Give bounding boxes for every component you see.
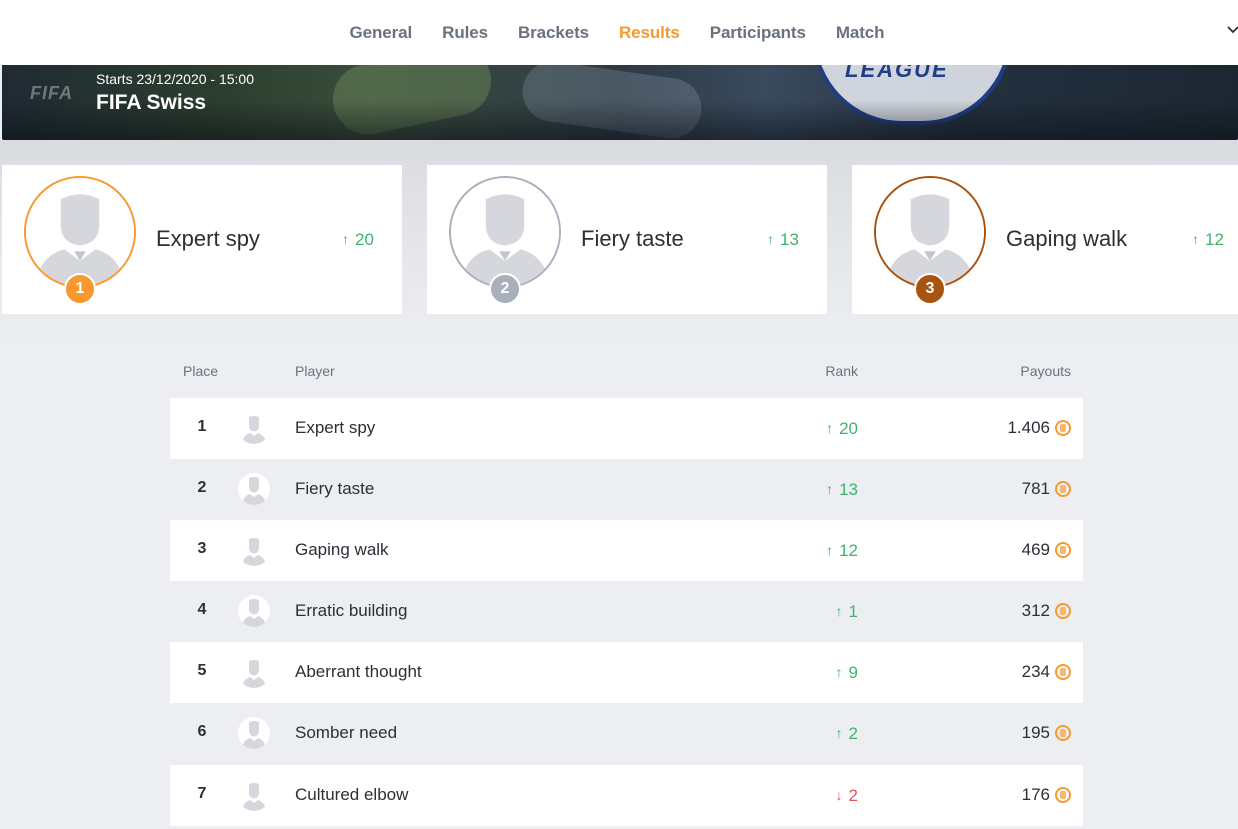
user-silhouette-icon: [238, 656, 270, 688]
podium-card-third[interactable]: 3 Gaping walk ↑ 12: [852, 165, 1238, 314]
rank-change: ↑ 13: [767, 230, 799, 249]
avatar: [449, 176, 561, 288]
arrow-up-icon: ↑: [342, 231, 349, 247]
row-payout: 469: [1022, 540, 1071, 560]
coin-icon: [1055, 420, 1071, 436]
row-payout: 781: [1022, 479, 1071, 499]
player-name: Expert spy: [156, 226, 260, 251]
place-badge: 3: [914, 273, 946, 305]
avatar: [874, 176, 986, 288]
row-rank-change: ↓ 2: [835, 786, 858, 805]
table-row[interactable]: 1 Expert spy ↑ 20 1.406: [170, 398, 1083, 459]
arrow-up-icon: ↑: [826, 420, 834, 436]
row-player-name[interactable]: Expert spy: [295, 418, 376, 437]
nav-item-rules[interactable]: Rules: [442, 22, 488, 42]
row-place: 2: [197, 479, 207, 496]
hero-background-shape: [518, 65, 706, 140]
hero-background-shape: [326, 65, 498, 140]
arrow-up-icon: ↑: [826, 481, 834, 497]
arrow-up-icon: ↑: [767, 231, 774, 247]
results-table: Place Player Rank Payouts 1 Expert spy ↑…: [170, 345, 1083, 829]
table-header: Place Player Rank Payouts: [170, 345, 1083, 398]
nav-item-participants[interactable]: Participants: [709, 22, 806, 42]
column-header-rank[interactable]: Rank: [825, 363, 858, 379]
place-badge: 2: [489, 273, 521, 305]
podium-card-second[interactable]: 2 Fiery taste ↑ 13: [427, 165, 827, 314]
row-payout: 176: [1022, 785, 1071, 805]
user-silhouette-icon: [238, 412, 270, 444]
user-silhouette-icon: [238, 534, 270, 566]
arrow-up-icon: ↑: [826, 542, 834, 558]
row-place: 1: [197, 418, 207, 435]
row-rank-change: ↑ 9: [835, 663, 858, 682]
row-payout: 312: [1022, 601, 1071, 621]
row-rank-change: ↑ 20: [826, 419, 858, 438]
column-header-place[interactable]: Place: [183, 363, 219, 379]
coin-icon: [1055, 664, 1071, 680]
top-nav: General Rules Brackets Results Participa…: [0, 0, 1238, 65]
table-row[interactable]: 3 Gaping walk ↑ 12 469: [170, 520, 1083, 581]
nav-item-general[interactable]: General: [349, 22, 413, 42]
row-player-name[interactable]: Gaping walk: [295, 540, 389, 559]
row-place: 6: [197, 723, 207, 740]
table-row[interactable]: 6 Somber need ↑ 2 195: [170, 703, 1083, 764]
row-place: 5: [197, 662, 207, 679]
table-row[interactable]: 5 Aberrant thought ↑ 9 234: [170, 642, 1083, 703]
user-silhouette-icon: [238, 473, 270, 505]
arrow-up-icon: ↑: [835, 725, 843, 741]
row-rank-change: ↑ 1: [835, 602, 858, 621]
column-header-player[interactable]: Player: [295, 363, 335, 379]
user-silhouette-icon: [451, 178, 559, 286]
user-silhouette-icon: [238, 717, 270, 749]
arrow-up-icon: ↑: [1192, 231, 1199, 247]
row-payout: 195: [1022, 723, 1071, 743]
chevron-down-icon[interactable]: [1226, 22, 1238, 38]
rank-change: ↑ 12: [1192, 230, 1224, 249]
player-name: Fiery taste: [581, 226, 684, 251]
rank-change: ↑ 20: [342, 230, 374, 249]
row-rank-change: ↑ 2: [835, 724, 858, 743]
row-player-name[interactable]: Somber need: [295, 723, 398, 742]
podium-card-first[interactable]: 1 Expert spy ↑ 20: [2, 165, 402, 314]
column-header-payouts[interactable]: Payouts: [1020, 363, 1071, 379]
user-silhouette-icon: [238, 595, 270, 627]
place-badge: 1: [64, 273, 96, 305]
row-place: 4: [197, 601, 207, 618]
arrow-up-icon: ↑: [835, 603, 843, 619]
row-rank-change: ↑ 12: [826, 541, 858, 560]
league-badge-text: LEAGUE: [845, 65, 949, 82]
nav-item-results[interactable]: Results: [618, 22, 680, 42]
row-player-name[interactable]: Aberrant thought: [295, 662, 422, 681]
table-row[interactable]: 2 Fiery taste ↑ 13 781: [170, 459, 1083, 520]
row-place: 7: [197, 785, 207, 802]
arrow-up-icon: ↑: [835, 664, 843, 680]
table-row[interactable]: 4 Erratic building ↑ 1 312: [170, 581, 1083, 642]
coin-icon: [1055, 603, 1071, 619]
row-place: 3: [197, 540, 207, 557]
tournament-hero: LEAGUE FIFA Starts 23/12/2020 - 15:00 FI…: [2, 65, 1238, 140]
nav-menu: General Rules Brackets Results Participa…: [350, 23, 885, 43]
table-row[interactable]: 7 Cultured elbow ↓ 2 176: [170, 765, 1083, 826]
row-rank-change: ↑ 13: [826, 480, 858, 499]
nav-item-match[interactable]: Match: [835, 22, 885, 42]
row-player-name[interactable]: Fiery taste: [295, 479, 375, 498]
coin-icon: [1055, 787, 1071, 803]
tournament-start-time: Starts 23/12/2020 - 15:00: [96, 71, 254, 87]
tournament-title: FIFA Swiss: [96, 91, 207, 114]
fifa-logo: FIFA: [30, 83, 73, 103]
nav-item-brackets[interactable]: Brackets: [517, 22, 589, 42]
user-silhouette-icon: [876, 178, 984, 286]
player-name: Gaping walk: [1006, 226, 1128, 251]
coin-icon: [1055, 542, 1071, 558]
row-payout: 1.406: [1007, 418, 1071, 438]
user-silhouette-icon: [238, 779, 270, 811]
coin-icon: [1055, 481, 1071, 497]
user-silhouette-icon: [26, 178, 134, 286]
coin-icon: [1055, 725, 1071, 741]
row-player-name[interactable]: Erratic building: [295, 601, 408, 620]
avatar: [24, 176, 136, 288]
arrow-down-icon: ↓: [835, 787, 843, 803]
row-player-name[interactable]: Cultured elbow: [295, 785, 409, 804]
row-payout: 234: [1022, 662, 1071, 682]
